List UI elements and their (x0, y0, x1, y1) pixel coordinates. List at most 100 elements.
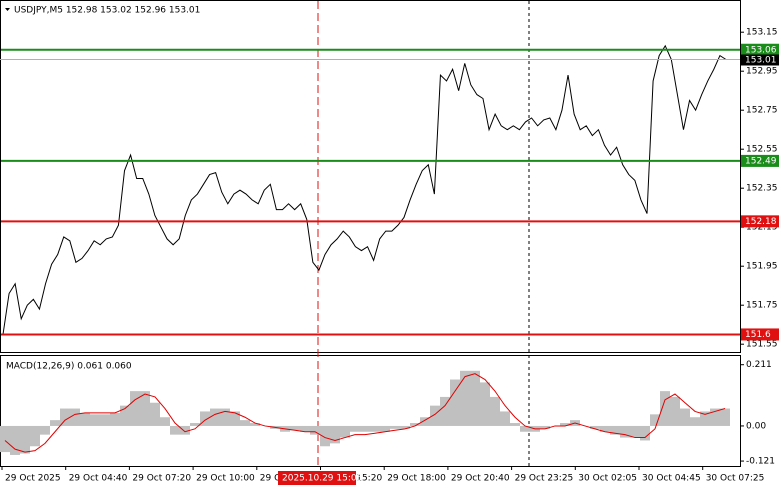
level-label: 153.06 (745, 45, 777, 55)
macd-bar (410, 423, 420, 426)
y-tick-label: 152.35 (746, 184, 778, 194)
macd-bar (180, 425, 190, 435)
macd-bar (240, 420, 250, 426)
level-tag (741, 328, 779, 341)
macd-bar (540, 425, 550, 429)
x-tick-label: 30 Oct 07:25 (706, 474, 765, 484)
macd-bar (610, 425, 620, 435)
level-label: 152.18 (745, 217, 777, 227)
current-price-label: 153.01 (745, 56, 777, 66)
macd-bar (500, 411, 510, 426)
macd-bar (620, 425, 630, 438)
crosshair-tag (278, 471, 356, 485)
macd-bar (190, 423, 200, 426)
y-tick-label: 152.95 (746, 67, 778, 77)
macd-bar (480, 382, 490, 426)
y-tick-label: -0.121 (746, 457, 775, 467)
x-tick-label: 29 Oct 04:40 (69, 474, 128, 484)
macd-bar (600, 425, 610, 432)
chart-title: USDJPY,M5 152.98 153.02 152.96 153.01 (14, 6, 200, 16)
macd-bar (360, 425, 370, 432)
macd-panel (0, 355, 741, 467)
level-tag (741, 215, 779, 228)
macd-bar (510, 423, 520, 426)
crosshair-label: 2025.10.29 15:05 (282, 474, 362, 484)
macd-bar (420, 417, 430, 426)
macd-bar (350, 425, 360, 432)
x-tick-label: 29 Oct 10:00 (196, 474, 255, 484)
macd-bar (60, 408, 70, 426)
price-panel (0, 0, 741, 353)
macd-bar (450, 379, 460, 426)
x-tick-label: 30 Oct 02:05 (578, 474, 637, 484)
title-bg (2, 3, 232, 17)
macd-bar (340, 425, 350, 438)
macd-bar (30, 425, 40, 447)
macd-bar (130, 391, 140, 426)
macd-bar (720, 408, 730, 426)
macd-bar (460, 370, 470, 426)
title-arrow (5, 8, 10, 11)
macd-bar (210, 408, 220, 426)
y-tick-label: 153.15 (746, 28, 778, 38)
macd-bar (520, 425, 530, 432)
price-line (2, 44, 727, 335)
macd-bar (490, 396, 500, 426)
x-tick-label: 29 Oct 07:20 (132, 474, 191, 484)
chart-title: MACD(12,26,9) 0.061 0.060 (6, 362, 132, 372)
macd-bar (470, 370, 480, 426)
macd-bar (250, 423, 260, 426)
x-tick-label: 29 Oct 2025 (5, 474, 61, 484)
level-label: 152.49 (745, 156, 777, 166)
macd-bar (440, 396, 450, 426)
macd-bar (370, 425, 380, 432)
macd-bar (400, 425, 410, 429)
macd-bar (700, 411, 710, 426)
y-tick-label: 152.55 (746, 145, 778, 155)
current-price-tag (741, 54, 779, 66)
macd-bar (230, 411, 240, 426)
macd-bar (320, 425, 330, 447)
y-tick-label: 0.211 (746, 360, 772, 370)
macd-bar (70, 408, 80, 426)
macd-bar (0, 425, 10, 453)
macd-bar (310, 425, 320, 435)
macd-bar (650, 414, 660, 426)
level-tag (741, 43, 779, 56)
macd-bar (430, 405, 440, 426)
y-tick-label: 152.15 (746, 223, 778, 233)
y-tick-label: 152.75 (746, 106, 778, 116)
macd-bar (90, 414, 100, 426)
macd-bar (150, 402, 160, 426)
macd-bar (680, 408, 690, 426)
macd-bar (300, 425, 310, 432)
y-tick-label: 151.75 (746, 301, 778, 311)
macd-bar (220, 408, 230, 426)
macd-bar (690, 417, 700, 426)
macd-bar (20, 425, 30, 454)
macd-bar (560, 423, 570, 426)
macd-bar (390, 425, 400, 429)
x-tick-label: 29 Oct 20:40 (451, 474, 510, 484)
macd-bar (200, 411, 210, 426)
macd-bar (110, 412, 120, 426)
macd-bar (380, 425, 390, 432)
level-label: 151.6 (745, 330, 771, 340)
macd-bar (140, 391, 150, 426)
macd-bar (290, 425, 300, 431)
y-tick-label: 151.95 (746, 262, 778, 272)
level-tag (741, 154, 779, 167)
y-tick-label: 0.00 (746, 421, 766, 431)
macd-bar (50, 420, 60, 426)
x-tick-label: 29 Oct 23:25 (515, 474, 574, 484)
macd-bar (100, 414, 110, 426)
macd-bar (10, 425, 20, 455)
macd-bar (80, 412, 90, 426)
macd-bar (670, 396, 680, 426)
macd-bar (710, 408, 720, 426)
macd-bar (590, 425, 600, 429)
macd-bar (660, 391, 670, 426)
x-tick-label: 30 Oct 04:45 (642, 474, 701, 484)
macd-bar (170, 425, 180, 435)
